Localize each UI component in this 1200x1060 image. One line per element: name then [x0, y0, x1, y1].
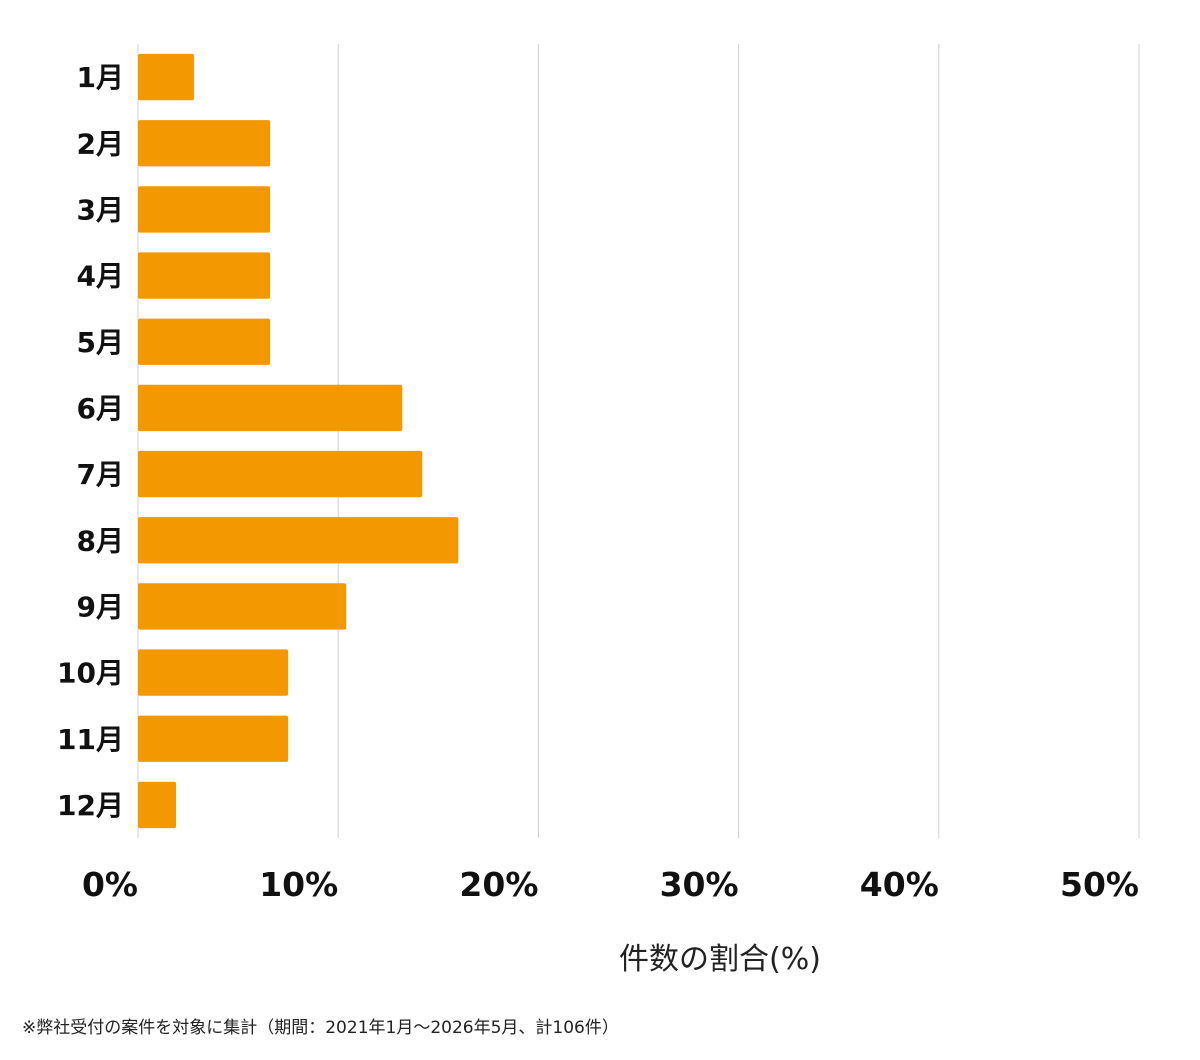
category-label: 11月: [57, 723, 124, 756]
category-labels: 1月 2月 3月 4月 5月 6月 7月 8月 9月 10月 11月 12月: [57, 61, 124, 822]
category-label: 4月: [77, 260, 124, 293]
bar: [138, 252, 271, 299]
category-label: 7月: [77, 458, 124, 491]
x-tick-labels: 0% 10% 20% 30% 40% 50%: [82, 865, 1139, 904]
gridlines: [137, 44, 1140, 838]
x-tick-label: 10%: [259, 865, 338, 904]
bars: [138, 53, 459, 829]
bar: [138, 583, 347, 630]
footnote: ※弊社受付の案件を対象に集計（期間：2021年1月〜2026年5月、計106件）: [22, 1018, 619, 1038]
bar: [138, 450, 423, 498]
category-label: 9月: [77, 590, 124, 623]
category-label: 6月: [77, 392, 124, 425]
x-tick-label: 40%: [860, 865, 939, 904]
category-label: 3月: [77, 193, 124, 226]
x-tick-label: 50%: [1060, 865, 1139, 904]
x-tick-label: 30%: [660, 865, 739, 904]
x-tick-label: 0%: [82, 865, 138, 904]
bar: [138, 318, 271, 365]
category-label: 10月: [57, 657, 124, 690]
category-label: 12月: [57, 789, 124, 822]
bar: [138, 186, 271, 233]
bar: [138, 384, 403, 432]
bar: [138, 517, 459, 564]
bar: [138, 781, 177, 829]
bar: [138, 53, 195, 101]
bar: [138, 120, 271, 167]
x-tick-label: 20%: [459, 865, 538, 904]
category-label: 2月: [77, 127, 124, 160]
bar: [138, 649, 289, 696]
category-label: 5月: [77, 326, 124, 359]
category-label: 1月: [77, 61, 124, 94]
bar: [138, 715, 289, 762]
category-label: 8月: [77, 524, 124, 557]
x-axis-label: 件数の割合(%): [619, 942, 821, 977]
